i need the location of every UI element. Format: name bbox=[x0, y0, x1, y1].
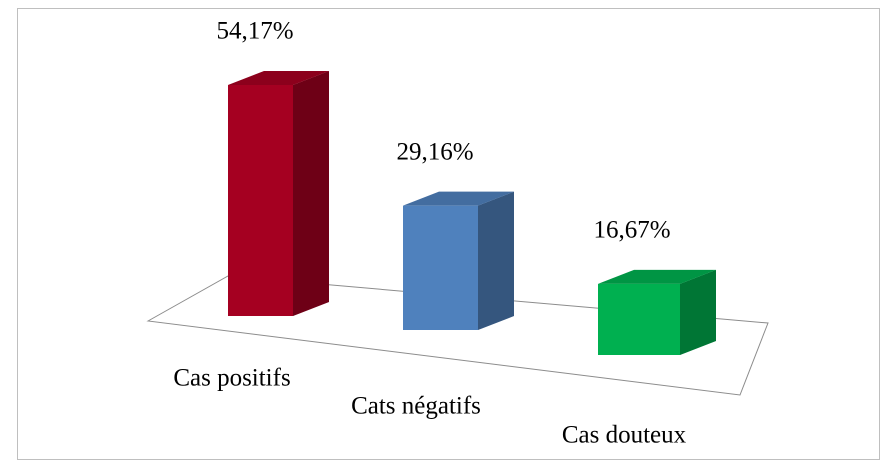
bar-top-shade bbox=[598, 269, 716, 284]
bar bbox=[403, 205, 478, 330]
bar bbox=[228, 85, 293, 316]
category-label: Cats négatifs bbox=[351, 393, 481, 420]
bar-top-shade bbox=[403, 191, 514, 206]
category-label: Cas positifs bbox=[173, 365, 290, 392]
data-label: 29,16% bbox=[396, 138, 473, 165]
bar-top bbox=[228, 71, 329, 85]
data-label: 16,67% bbox=[593, 217, 670, 244]
bar-side bbox=[478, 191, 514, 330]
bar-side bbox=[680, 269, 716, 355]
bar-top-shade bbox=[228, 71, 329, 85]
bar-top bbox=[403, 191, 514, 206]
data-label: 54,17% bbox=[216, 18, 293, 45]
bar bbox=[598, 283, 680, 355]
category-label: Cas douteux bbox=[562, 422, 687, 449]
bar-top bbox=[598, 269, 716, 284]
bar-side bbox=[293, 71, 329, 316]
bar-side-shade bbox=[680, 269, 716, 355]
bar-side-shade bbox=[478, 191, 514, 330]
bar-side-shade bbox=[293, 71, 329, 316]
